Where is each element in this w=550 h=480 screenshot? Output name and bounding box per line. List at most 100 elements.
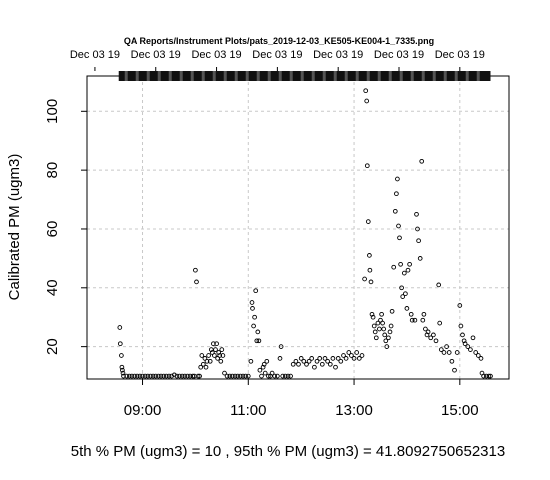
y-tick-label: 80 bbox=[44, 162, 61, 179]
x-tick-label: 11:00 bbox=[230, 402, 266, 419]
data-point bbox=[486, 373, 492, 379]
data-point bbox=[190, 373, 196, 379]
data-point bbox=[278, 344, 284, 349]
data-point bbox=[132, 373, 137, 379]
data-point bbox=[452, 367, 457, 373]
data-point bbox=[280, 373, 286, 379]
coverage-bar-stripe bbox=[135, 71, 139, 81]
data-point bbox=[444, 344, 449, 349]
data-point bbox=[156, 373, 161, 379]
plot-frame bbox=[86, 75, 510, 380]
data-point bbox=[364, 163, 370, 169]
data-point bbox=[351, 356, 357, 361]
data-point bbox=[166, 373, 172, 379]
data-point bbox=[367, 253, 372, 258]
data-point bbox=[214, 341, 219, 347]
data-point bbox=[158, 373, 164, 379]
data-point bbox=[314, 358, 320, 364]
x-tick-label: 15:00 bbox=[441, 402, 479, 419]
coverage-bar-fill bbox=[118, 71, 491, 81]
data-point bbox=[354, 350, 360, 355]
data-point bbox=[224, 373, 230, 379]
top-tick-label: Dec 03 19 bbox=[252, 49, 302, 61]
data-point bbox=[140, 373, 145, 379]
data-point bbox=[317, 356, 323, 361]
data-point bbox=[449, 358, 455, 364]
coverage-bar-stripe bbox=[300, 71, 304, 81]
data-point bbox=[322, 356, 328, 361]
data-point bbox=[488, 373, 493, 379]
data-point bbox=[446, 350, 452, 355]
coverage-bar-stripe bbox=[421, 71, 425, 81]
coverage-bar-stripe bbox=[212, 71, 216, 81]
data-point bbox=[272, 373, 278, 379]
top-axis-ticks: Dec 03 19 Dec 03 19 Dec 03 19 Dec 03 19 Dec … bbox=[70, 49, 485, 71]
data-point bbox=[211, 341, 216, 347]
data-point bbox=[129, 373, 135, 379]
data-point bbox=[179, 373, 185, 379]
data-point bbox=[174, 373, 180, 379]
data-point bbox=[298, 356, 304, 361]
data-point bbox=[249, 300, 255, 305]
data-point bbox=[217, 353, 223, 358]
coverage-bar-stripe bbox=[190, 71, 194, 81]
coverage-bar-stripe bbox=[267, 71, 271, 81]
data-point bbox=[478, 356, 484, 361]
data-point bbox=[227, 373, 233, 379]
data-point bbox=[458, 323, 464, 329]
data-point bbox=[199, 353, 205, 358]
data-point bbox=[412, 317, 418, 323]
data-point bbox=[203, 364, 209, 370]
data-point bbox=[365, 219, 371, 224]
data-point bbox=[117, 325, 123, 330]
time-coverage-bar bbox=[118, 71, 491, 81]
data-point bbox=[380, 320, 385, 326]
data-point bbox=[290, 361, 296, 367]
data-point bbox=[171, 372, 177, 378]
data-point bbox=[404, 306, 410, 311]
top-tick-label: Dec 03 19 bbox=[70, 49, 120, 61]
coverage-bar-stripe bbox=[146, 71, 150, 81]
data-point bbox=[282, 373, 288, 379]
coverage-bar-stripe bbox=[333, 71, 337, 81]
data-point bbox=[198, 364, 204, 370]
data-point bbox=[407, 261, 412, 267]
data-point bbox=[370, 314, 376, 320]
data-point bbox=[414, 211, 419, 217]
data-point bbox=[381, 326, 387, 332]
percentile-summary: 5th % PM (ugm3) = 10 , 95th % PM (ugm3) … bbox=[71, 443, 505, 460]
data-point bbox=[379, 311, 384, 317]
data-point bbox=[126, 373, 132, 379]
data-point bbox=[120, 367, 125, 373]
data-point bbox=[409, 317, 415, 323]
data-point bbox=[388, 323, 394, 329]
data-point bbox=[148, 373, 153, 379]
y-tick-label: 60 bbox=[44, 221, 61, 238]
data-point bbox=[428, 335, 434, 341]
data-point bbox=[363, 88, 369, 94]
data-point bbox=[403, 291, 408, 297]
data-point bbox=[120, 370, 126, 376]
data-point bbox=[325, 358, 330, 364]
data-point bbox=[383, 338, 389, 344]
data-point bbox=[153, 373, 159, 379]
coverage-bar-stripe bbox=[157, 71, 161, 81]
chart-title: QA Reports/Instrument Plots/pats_2019-12… bbox=[124, 36, 434, 46]
coverage-bar-stripe bbox=[245, 71, 249, 81]
data-point bbox=[124, 373, 130, 379]
data-point bbox=[389, 308, 395, 314]
coverage-bar-stripe bbox=[311, 71, 315, 81]
data-point bbox=[462, 341, 468, 347]
data-point bbox=[187, 373, 193, 379]
data-point bbox=[193, 267, 198, 273]
data-point bbox=[417, 256, 423, 261]
data-point bbox=[248, 358, 254, 364]
data-point bbox=[304, 361, 309, 367]
data-point bbox=[399, 285, 404, 291]
data-point bbox=[481, 373, 486, 379]
data-point bbox=[277, 356, 283, 361]
data-point bbox=[200, 361, 206, 367]
data-point bbox=[309, 356, 315, 361]
data-point bbox=[212, 353, 217, 358]
